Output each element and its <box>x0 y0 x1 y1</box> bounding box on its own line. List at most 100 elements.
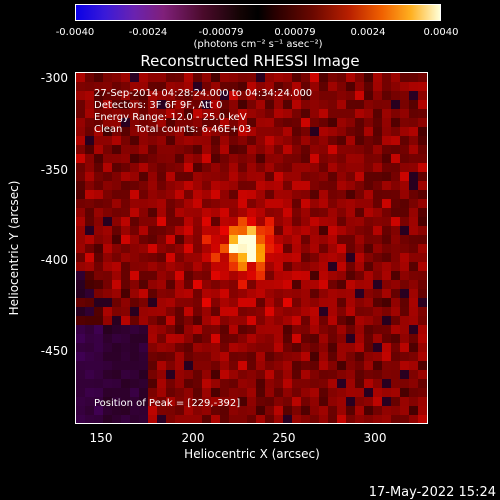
heatmap-cell <box>301 109 310 118</box>
heatmap-cell <box>310 190 319 199</box>
heatmap-cell <box>337 190 346 199</box>
heatmap-cell <box>328 109 337 118</box>
heatmap-cell <box>328 352 337 361</box>
heatmap-cell <box>319 280 328 289</box>
heatmap-cell <box>157 316 166 325</box>
heatmap-cell <box>157 388 166 397</box>
heatmap-cell <box>121 91 130 100</box>
heatmap-cell <box>103 118 112 127</box>
heatmap-cell <box>220 154 229 163</box>
heatmap-cell <box>166 226 175 235</box>
heatmap-cell <box>202 415 211 423</box>
heatmap-cell <box>409 361 418 370</box>
heatmap-cell <box>319 82 328 91</box>
heatmap-cell <box>94 100 103 109</box>
heatmap-cell <box>274 343 283 352</box>
heatmap-cell <box>346 388 355 397</box>
heatmap-cell <box>112 307 121 316</box>
heatmap-cell <box>238 127 247 136</box>
peak-position-text: Position of Peak = [229,-392] <box>94 398 241 409</box>
heatmap-cell <box>337 271 346 280</box>
heatmap-cell <box>310 154 319 163</box>
heatmap-cell <box>346 262 355 271</box>
heatmap-cell <box>166 316 175 325</box>
heatmap-cell <box>301 379 310 388</box>
heatmap-cell <box>400 343 409 352</box>
heatmap-cell <box>238 307 247 316</box>
heatmap-cell <box>265 406 274 415</box>
heatmap-cell <box>355 307 364 316</box>
heatmap-cell <box>400 325 409 334</box>
heatmap-cell <box>247 271 256 280</box>
heatmap-cell <box>220 289 229 298</box>
heatmap-cell <box>400 334 409 343</box>
heatmap-cell <box>301 271 310 280</box>
heatmap-cell <box>337 325 346 334</box>
heatmap-cell <box>121 172 130 181</box>
heatmap-cell <box>148 163 157 172</box>
heatmap-cell <box>283 379 292 388</box>
heatmap-cell <box>310 73 319 82</box>
heatmap-cell <box>265 190 274 199</box>
heatmap-cell <box>382 244 391 253</box>
heatmap-cell <box>211 73 220 82</box>
heatmap-cell <box>220 91 229 100</box>
heatmap-cell <box>346 190 355 199</box>
colorbar-tick: 0.00079 <box>274 27 316 38</box>
heatmap-cell <box>238 343 247 352</box>
heatmap-cell <box>301 361 310 370</box>
heatmap-cell <box>265 244 274 253</box>
heatmap-cell <box>193 406 202 415</box>
heatmap-cell <box>409 397 418 406</box>
heatmap-cell <box>247 73 256 82</box>
heatmap-cell <box>85 199 94 208</box>
heatmap-cell <box>238 298 247 307</box>
heatmap-cell <box>400 145 409 154</box>
heatmap-cell <box>265 109 274 118</box>
heatmap-cell <box>157 73 166 82</box>
heatmap-cell <box>292 73 301 82</box>
heatmap-cell <box>211 406 220 415</box>
heatmap-cell <box>157 154 166 163</box>
heatmap-cell <box>130 208 139 217</box>
heatmap-cell <box>184 253 193 262</box>
heatmap-cell <box>247 289 256 298</box>
heatmap-cell <box>346 208 355 217</box>
heatmap-cell <box>265 199 274 208</box>
heatmap-cell <box>166 217 175 226</box>
heatmap-cell <box>139 118 148 127</box>
heatmap-cell <box>265 208 274 217</box>
heatmap-cell <box>238 316 247 325</box>
heatmap-cell <box>148 127 157 136</box>
heatmap-cell <box>256 244 265 253</box>
heatmap-cell <box>274 406 283 415</box>
heatmap-cell <box>85 172 94 181</box>
heatmap-cell <box>319 262 328 271</box>
heatmap-cell <box>310 325 319 334</box>
heatmap-cell <box>229 307 238 316</box>
heatmap-cell <box>220 181 229 190</box>
heatmap-cell <box>364 379 373 388</box>
heatmap-cell <box>202 244 211 253</box>
heatmap-cell <box>202 289 211 298</box>
heatmap-cell <box>373 379 382 388</box>
heatmap-cell <box>229 136 238 145</box>
heatmap-cell <box>112 379 121 388</box>
image-plot[interactable]: 27-Sep-2014 04:28:24.000 to 04:34:24.000… <box>75 72 428 424</box>
heatmap-cell <box>112 136 121 145</box>
heatmap-cell <box>238 280 247 289</box>
heatmap-cell <box>382 343 391 352</box>
heatmap-cell <box>373 127 382 136</box>
heatmap-cell <box>346 217 355 226</box>
heatmap-cell <box>166 172 175 181</box>
heatmap-cell <box>220 271 229 280</box>
heatmap-cell <box>337 136 346 145</box>
heatmap-cell <box>373 361 382 370</box>
heatmap-cell <box>301 145 310 154</box>
heatmap-cell <box>139 379 148 388</box>
heatmap-cell <box>175 397 184 406</box>
heatmap-cell <box>184 73 193 82</box>
heatmap-cell <box>139 352 148 361</box>
heatmap-cell <box>139 316 148 325</box>
heatmap-cell <box>121 217 130 226</box>
